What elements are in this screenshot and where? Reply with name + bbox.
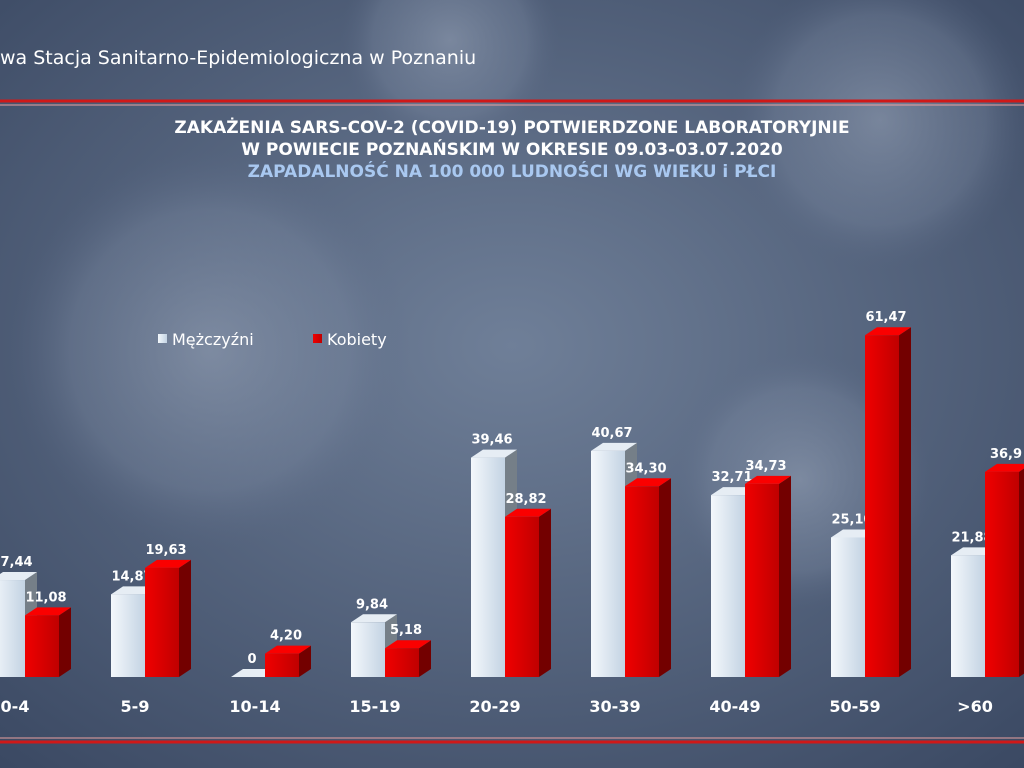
value-label: 11,08 [25,590,66,605]
bar [25,615,59,677]
x-tick-label: 5-9 [121,697,150,716]
value-label: 9,84 [356,597,388,612]
bar-side [659,478,671,677]
bar-top [265,645,311,654]
x-tick-label: 0-4 [1,697,30,716]
bar [505,516,539,677]
value-label: 21,88 [951,530,992,545]
x-tick-label: 20-29 [469,697,520,716]
bar [865,335,899,677]
bar-side [59,607,71,677]
bar-side [1019,468,1024,677]
bar [985,471,1019,677]
value-label: 40,67 [591,426,632,441]
bar-top [865,327,911,336]
x-tick-label: 50-59 [829,697,880,716]
bar-top [351,614,397,623]
value-label: 34,73 [745,459,786,474]
bar-side [179,559,191,677]
value-label: 36,9 [990,447,1022,462]
bar [831,537,865,677]
bar [145,567,179,677]
bar-top [145,559,191,568]
x-tick-label: 40-49 [709,697,760,716]
virus-image [730,0,1024,270]
legend-label: Mężczyźni [172,330,254,349]
value-label: 19,63 [145,543,186,558]
bar-top [0,572,37,581]
bar-side [419,640,431,677]
bar-top [591,442,637,451]
value-label: 61,47 [865,310,906,325]
bar [351,622,385,677]
value-label: 34,30 [625,461,666,476]
chart-title: W POWIECIE POZNAŃSKIM W OKRESIE 09.03-03… [241,138,783,160]
bar [0,580,25,677]
value-label: 32,71 [711,470,752,485]
value-label: 17,44 [0,555,33,570]
chart-title: ZAKAŻENIA SARS-COV-2 (COVID-19) POTWIERD… [174,116,849,138]
bar [385,648,419,677]
bar-top [25,607,71,616]
bar [265,653,299,677]
bar-top [471,449,517,458]
bar-top [745,475,791,484]
legend-swatch [158,334,167,343]
bar-top [505,508,551,517]
legend-label: Kobiety [327,330,387,349]
bar-top [625,478,671,487]
bar [111,594,145,677]
value-label: 28,82 [505,492,546,507]
legend-swatch [313,334,322,343]
bar [711,495,745,677]
header-text: wa Stacja Sanitarno-Epidemiologiczna w P… [0,47,476,69]
x-tick-label: 10-14 [229,697,280,716]
virus-image [10,150,410,550]
value-label: 39,46 [471,433,512,448]
value-label: 25,10 [831,512,872,527]
bar [591,450,625,677]
value-label: 0 [247,652,256,667]
value-label: 14,87 [111,569,152,584]
bar-top [985,463,1024,472]
bar-side [539,508,551,677]
virus-image [340,0,560,150]
x-tick-label: >60 [957,697,993,716]
bar-side [779,475,791,677]
bar [951,555,985,677]
bar-side [299,645,311,677]
bar [471,457,505,677]
bar [625,486,659,677]
bar-side [899,327,911,677]
x-tick-label: 30-39 [589,697,640,716]
value-label: 5,18 [390,623,422,638]
chart-subtitle: ZAPADALNOŚĆ NA 100 000 LUDNOŚCI WG WIEKU… [248,160,777,182]
bar-top [385,640,431,649]
value-label: 4,20 [270,629,302,644]
bar [745,483,779,677]
x-tick-label: 15-19 [349,697,400,716]
